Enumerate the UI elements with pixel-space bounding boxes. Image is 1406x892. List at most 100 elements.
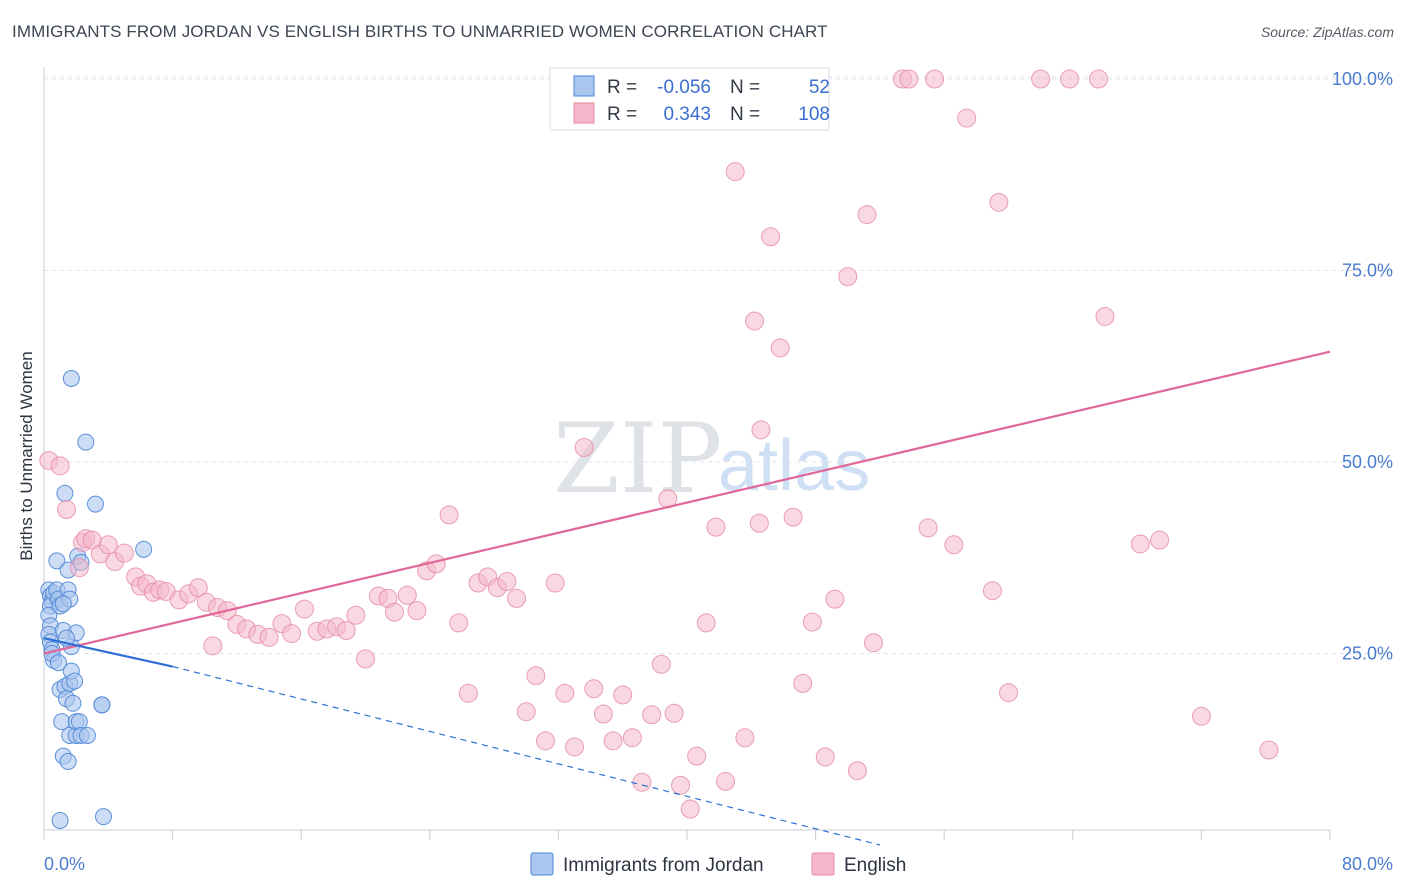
english-point — [925, 69, 945, 89]
legend-r-label-english: R = — [607, 104, 637, 125]
english-point — [593, 704, 613, 724]
jordan-point — [49, 654, 67, 672]
legend-r-value-english: 0.343 — [663, 104, 711, 125]
english-point — [449, 613, 469, 633]
english-point — [98, 535, 118, 555]
legend-n-value-jordan: 52 — [809, 77, 830, 98]
jordan-point — [59, 753, 77, 771]
english-points — [39, 69, 1279, 819]
english-point — [407, 601, 427, 621]
english-point — [847, 761, 867, 781]
english-point — [1060, 69, 1080, 89]
english-point — [114, 543, 134, 563]
watermark: ZIP atlas — [553, 403, 870, 515]
y-axis-label: Births to Unmarried Women — [17, 351, 36, 560]
english-point — [564, 737, 584, 757]
english-point — [716, 771, 736, 791]
jordan-trend-line — [43, 637, 173, 668]
english-point — [944, 535, 964, 555]
jordan-point — [62, 370, 80, 388]
english-point — [294, 599, 314, 619]
jordan-point — [78, 726, 96, 744]
english-point — [632, 772, 652, 792]
english-point — [1191, 706, 1211, 726]
english-point — [1130, 534, 1150, 554]
bottom-legend-swatch-jordan — [530, 852, 554, 876]
y-axis-tick-labels: 25.0% 50.0% 75.0% 100.0% — [1332, 69, 1393, 664]
legend-swatch-english — [573, 102, 595, 124]
english-point — [545, 573, 565, 593]
english-point — [1089, 69, 1109, 89]
english-point — [397, 585, 417, 605]
jordan-point — [48, 552, 66, 570]
english-point — [783, 507, 803, 527]
english-point — [745, 311, 765, 331]
english-point — [282, 624, 302, 644]
chart-source: Source: ZipAtlas.com — [1260, 24, 1394, 40]
jordan-points — [40, 370, 153, 829]
english-point — [957, 108, 977, 128]
english-point — [346, 605, 366, 625]
english-point — [664, 703, 684, 723]
y-tick-label: 25.0% — [1342, 644, 1393, 664]
jordan-point — [66, 672, 84, 690]
jordan-point — [93, 696, 111, 714]
english-point — [838, 267, 858, 287]
jordan-point — [56, 484, 74, 502]
english-point — [259, 627, 279, 647]
english-point — [613, 685, 633, 705]
english-point — [651, 654, 671, 674]
english-point — [439, 505, 459, 525]
english-point — [671, 775, 691, 795]
english-point — [1031, 69, 1051, 89]
legend-r-value-jordan: -0.056 — [657, 77, 711, 98]
english-point — [793, 673, 813, 693]
jordan-point — [86, 495, 104, 513]
correlation-legend: R = -0.056 N = 52 R = 0.343 N = 108 — [549, 67, 830, 131]
english-point — [863, 633, 883, 653]
english-point — [642, 705, 662, 725]
english-point — [507, 588, 527, 608]
y-tick-label: 50.0% — [1342, 452, 1393, 472]
english-point — [603, 731, 623, 751]
english-point — [680, 799, 700, 819]
bottom-legend-swatch-english — [811, 852, 835, 876]
english-point — [687, 746, 707, 766]
english-point — [356, 649, 375, 669]
x-tick-label-max: 80.0% — [1342, 854, 1393, 874]
legend-box — [549, 67, 830, 131]
english-point — [555, 683, 575, 703]
jordan-point — [77, 433, 95, 451]
english-point — [203, 636, 223, 656]
english-point — [1095, 306, 1115, 326]
y-tick-label: 75.0% — [1342, 261, 1393, 281]
english-point — [584, 679, 604, 699]
y-tick-label: 100.0% — [1332, 69, 1393, 89]
trend-lines — [43, 350, 1331, 846]
bottom-legend-label-jordan: Immigrants from Jordan — [563, 855, 764, 876]
jordan-trend-extension — [172, 665, 881, 846]
legend-swatch-jordan — [573, 75, 595, 97]
english-point — [497, 571, 517, 591]
english-point — [857, 205, 877, 225]
english-point — [1150, 530, 1170, 550]
english-point — [761, 227, 781, 247]
legend-n-value-english: 108 — [798, 104, 830, 125]
english-point — [1259, 740, 1279, 760]
english-point — [696, 613, 716, 633]
legend-r-label-jordan: R = — [607, 77, 637, 98]
jordan-point — [51, 811, 69, 829]
english-point — [825, 589, 845, 609]
english-point — [749, 513, 769, 533]
english-point — [770, 338, 790, 358]
watermark-zip: ZIP — [553, 403, 722, 515]
english-point — [526, 666, 546, 686]
series-legend: Immigrants from Jordan English — [530, 852, 906, 876]
english-point — [899, 69, 919, 89]
english-point — [815, 747, 835, 767]
jordan-point — [64, 694, 82, 712]
jordan-point — [135, 540, 153, 558]
english-point — [536, 731, 556, 751]
gridlines — [44, 76, 1393, 654]
